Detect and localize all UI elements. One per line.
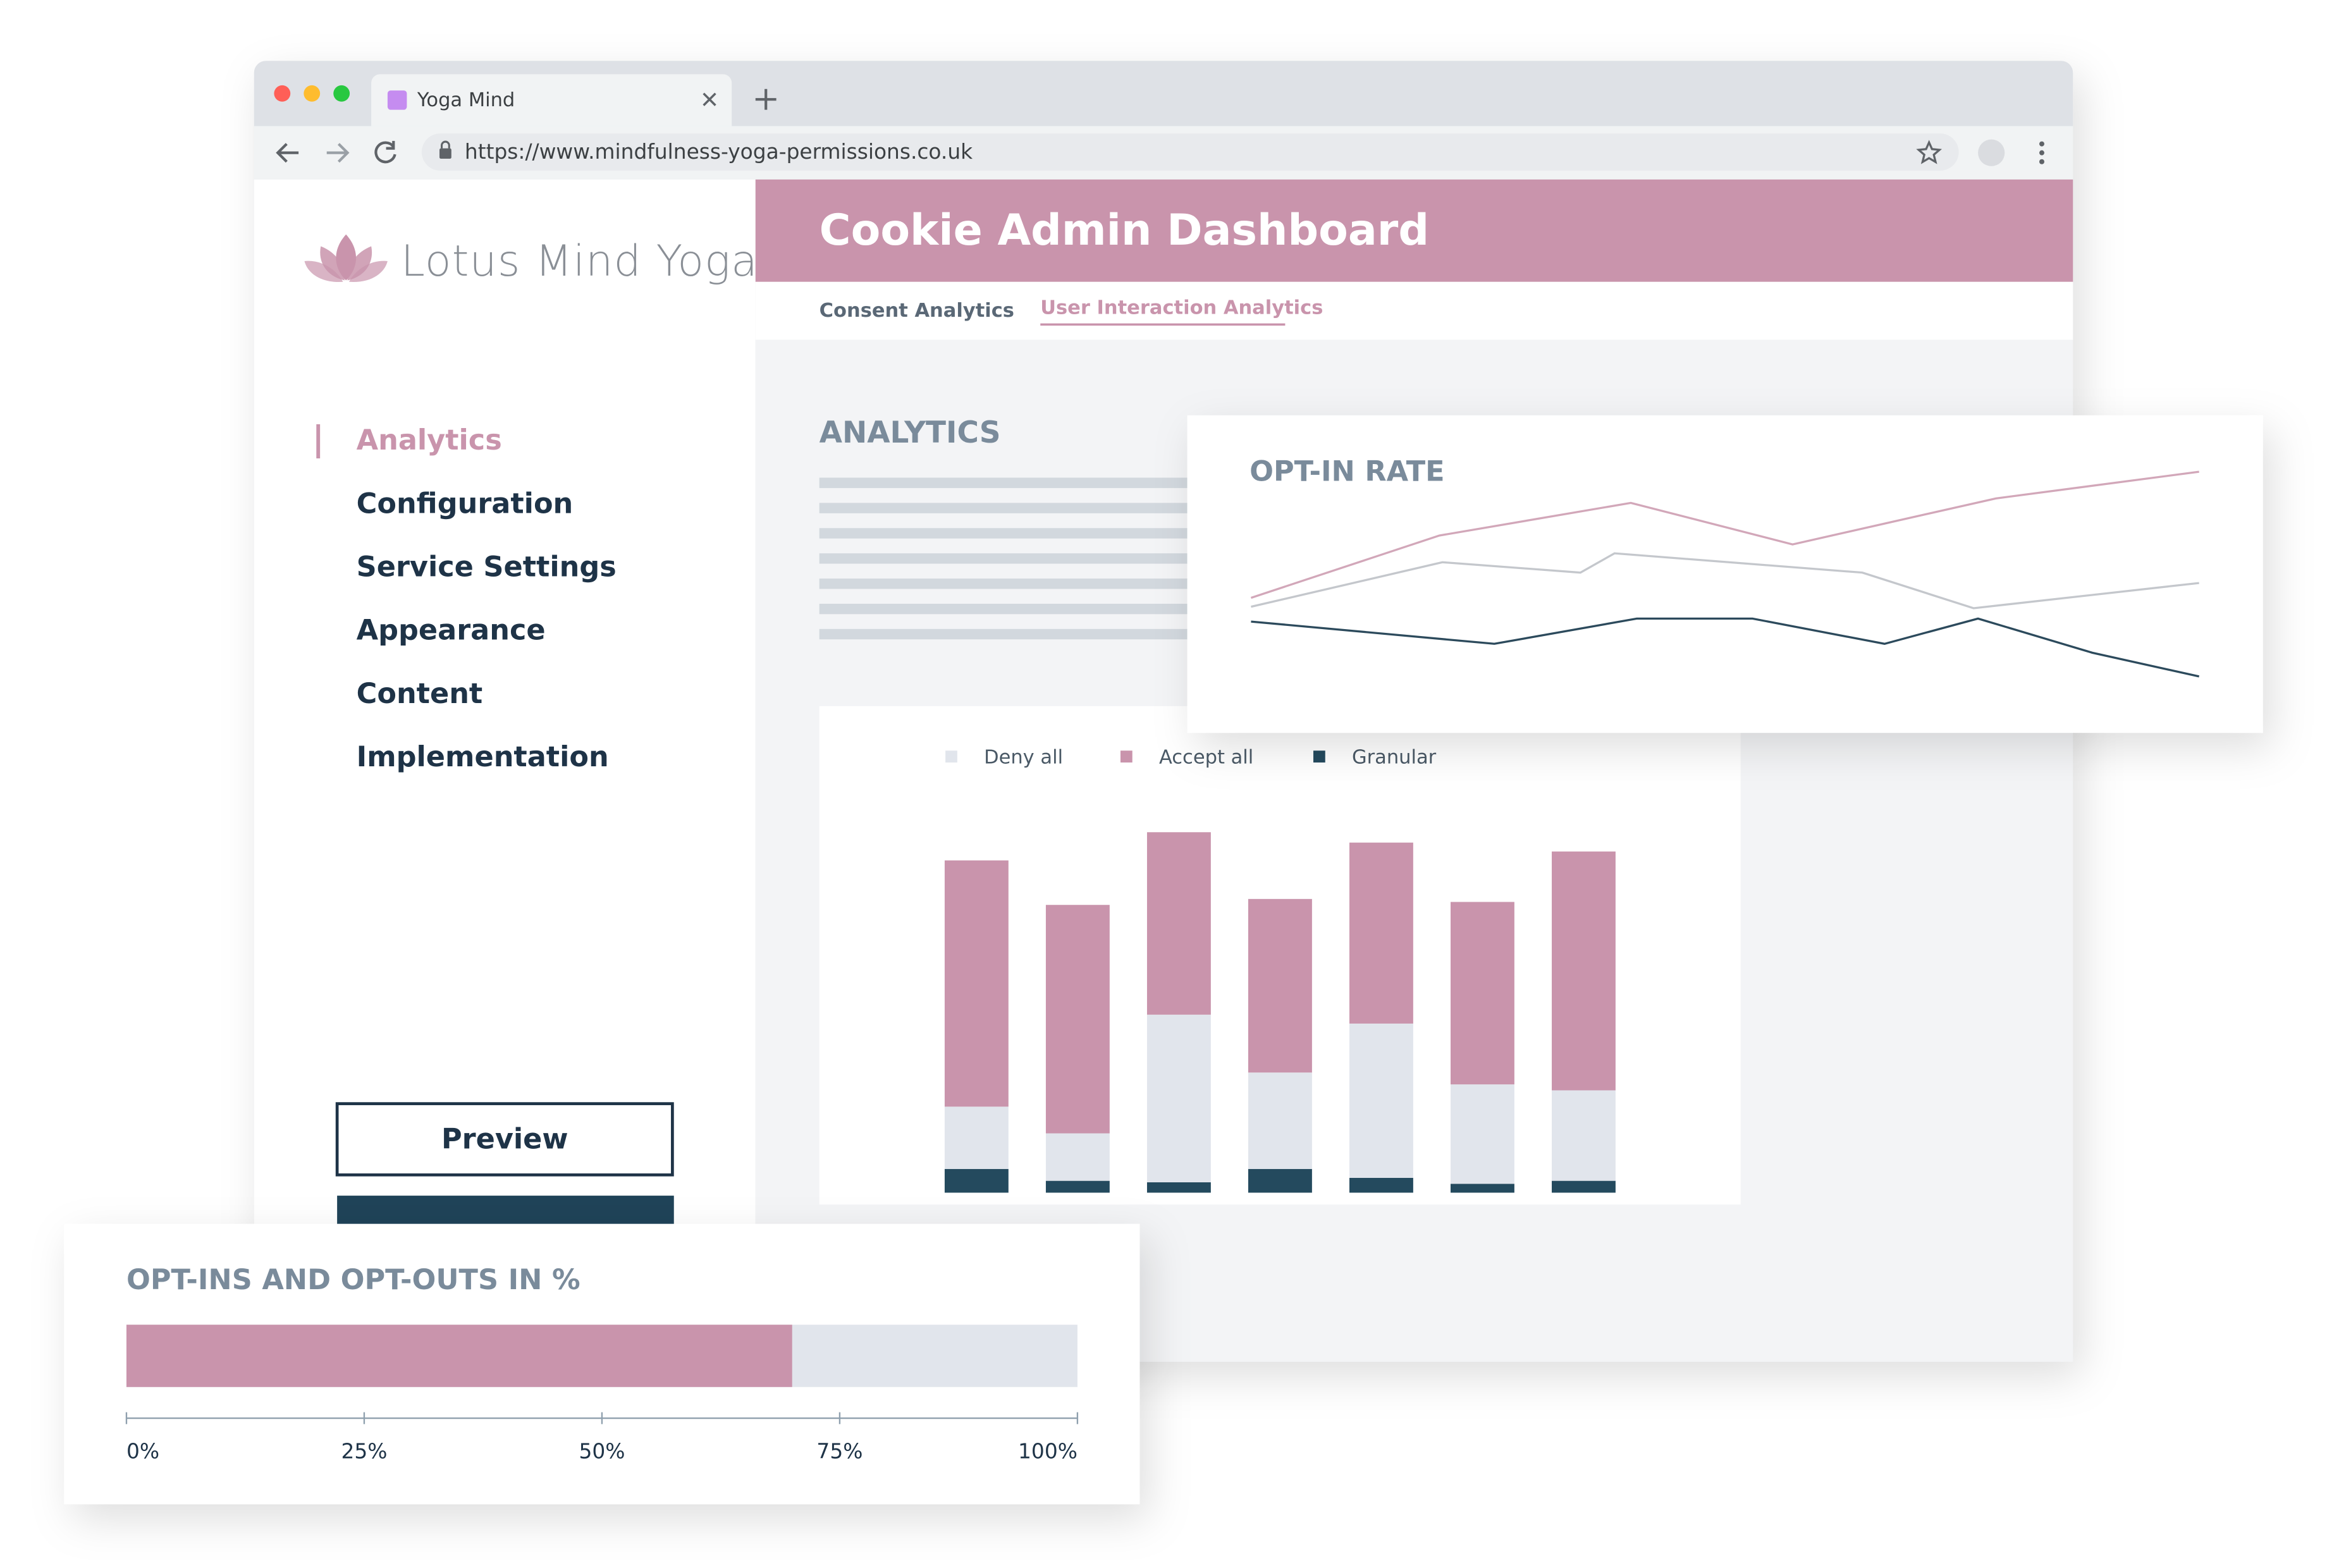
nav-item[interactable]: Appearance xyxy=(357,614,546,647)
nav-item[interactable]: Configuration xyxy=(357,487,574,520)
bar-segment xyxy=(1248,1168,1312,1193)
line-chart-card xyxy=(1187,415,2263,733)
bar-segment xyxy=(1451,1084,1514,1184)
bar-segment xyxy=(1349,842,1413,1024)
maximize-dot[interactable] xyxy=(333,85,350,102)
bar-segment xyxy=(1349,1177,1413,1193)
line-chart: OPT-IN RATE xyxy=(1249,455,2200,678)
bar-segment xyxy=(1248,1072,1312,1169)
bar-segment xyxy=(1248,898,1312,1073)
legend-label: Accept all xyxy=(1159,746,1253,768)
tab-title: Yoga Mind xyxy=(417,89,515,111)
legend-swatch xyxy=(1120,750,1133,763)
x-tick-label: 25% xyxy=(341,1439,387,1463)
legend-swatch xyxy=(1313,750,1325,763)
nav: Analytics Configuration Service Settings Ap… xyxy=(357,424,617,773)
nav-item[interactable]: Service Settings xyxy=(357,551,617,584)
bar-segment xyxy=(944,1106,1009,1169)
bar-segment xyxy=(1146,832,1211,1015)
bar-segment xyxy=(1045,1133,1110,1181)
bar-segment xyxy=(1451,1184,1514,1193)
bar xyxy=(126,1325,792,1387)
tab-row xyxy=(755,281,2073,340)
lotus-logo xyxy=(304,234,388,283)
bar-segment xyxy=(1552,851,1616,1091)
logo-text: Lotus Mind Yoga xyxy=(401,236,758,286)
x-tick-label: 0% xyxy=(126,1439,159,1463)
nav-item[interactable]: Analytics xyxy=(357,424,502,456)
bar-segment xyxy=(1146,1182,1211,1193)
legend-swatch xyxy=(945,750,957,763)
tab-consent[interactable]: Consent Analytics xyxy=(820,300,1014,322)
bar-segment xyxy=(944,860,1009,1107)
menu-button[interactable] xyxy=(2039,141,2044,164)
new-tab[interactable] xyxy=(755,89,777,110)
legend-label: Granular xyxy=(1352,746,1437,768)
placeholder-text xyxy=(819,477,1205,640)
line-series xyxy=(1251,617,2200,678)
browser-tab[interactable] xyxy=(371,74,732,126)
profile-avatar[interactable] xyxy=(1978,139,2005,166)
tab-favicon xyxy=(387,90,407,110)
nav-item[interactable]: Implementation xyxy=(357,740,609,773)
url: https://www.mindfulness-yoga-permissions… xyxy=(465,140,973,164)
bar-segment xyxy=(1451,902,1514,1085)
close-dot[interactable] xyxy=(274,85,291,102)
x-tick-label: 50% xyxy=(579,1439,625,1463)
stacked-bar-chart: Deny all Accept all Granular xyxy=(944,746,1616,1193)
x-tick-label: 75% xyxy=(816,1439,863,1463)
bar-segment xyxy=(1349,1023,1413,1178)
bar-segment xyxy=(944,1168,1009,1193)
chart-title: OPT-INS AND OPT-OUTS IN % xyxy=(126,1263,580,1296)
bar-segment xyxy=(1045,905,1110,1134)
minimize-dot[interactable] xyxy=(304,85,321,102)
address-bar[interactable] xyxy=(421,133,1959,171)
line-series xyxy=(1250,470,2199,599)
header-bar xyxy=(755,179,2073,282)
active-indicator xyxy=(316,424,321,458)
tab-close[interactable] xyxy=(703,92,716,106)
line-series xyxy=(1251,552,2199,609)
bookmark-star[interactable] xyxy=(1916,140,1943,164)
dashboard-title: Cookie Admin Dashboard xyxy=(820,205,1429,255)
chart-title: OPT-IN RATE xyxy=(1249,455,1444,487)
lock-shackle xyxy=(441,140,450,149)
preview-label: Preview xyxy=(441,1122,568,1155)
preview-button[interactable] xyxy=(335,1102,674,1177)
bar-segment xyxy=(1552,1180,1616,1193)
back-button[interactable] xyxy=(276,143,299,163)
section-title: ANALYTICS xyxy=(820,415,1001,450)
nav-item[interactable]: Content xyxy=(357,677,483,710)
tab-underline xyxy=(1040,323,1286,326)
bar-segment xyxy=(1146,1014,1211,1182)
forward-button[interactable] xyxy=(326,143,350,163)
bar-segment xyxy=(1552,1090,1616,1181)
lock-icon xyxy=(439,148,451,159)
x-tick-label: 100% xyxy=(1018,1439,1078,1463)
legend-label: Deny all xyxy=(984,746,1063,768)
line-card-shadow xyxy=(1187,415,2263,733)
tab-interaction[interactable]: User Interaction Analytics xyxy=(1040,297,1323,319)
bar-segment xyxy=(1045,1180,1110,1193)
hbar-chart: OPT-INS AND OPT-OUTS IN % 0% 25% 50% 75% 100% xyxy=(125,1263,1079,1463)
reload-button[interactable] xyxy=(374,140,396,164)
